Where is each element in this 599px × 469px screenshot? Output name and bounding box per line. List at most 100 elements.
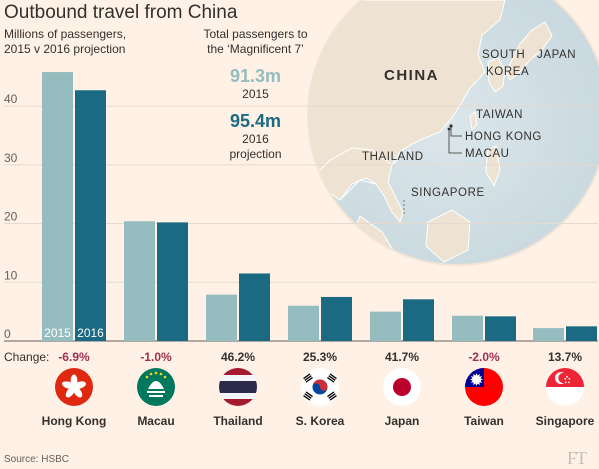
sun-ray: [479, 378, 483, 381]
south-korea-flag: [301, 368, 339, 406]
change-value: -6.9%: [58, 350, 90, 364]
total-passengers-callout: Total passengers to the ‘Magnificent 7’ …: [193, 27, 318, 162]
hong-kong-flag: [55, 368, 93, 406]
trigram-bar: [329, 373, 337, 380]
trigram-bar: [304, 393, 312, 399]
y-tick-label: 30: [4, 151, 18, 165]
category-label: Thailand: [213, 414, 262, 428]
macau-leader: [448, 129, 462, 154]
water-line: [149, 395, 163, 397]
bauhinia-petal: [65, 386, 76, 398]
stripe-white: [546, 387, 584, 406]
trigram-bar: [305, 377, 313, 383]
trigram-bar: [303, 373, 311, 380]
singapore-flag: [546, 368, 584, 406]
sun-ray: [475, 382, 478, 386]
change-value: 46.2%: [221, 350, 255, 364]
bar-2015: [533, 328, 564, 341]
trigram-bar: [327, 377, 335, 383]
trigram: [303, 391, 313, 401]
map-label-macau: MACAU: [465, 148, 510, 160]
sun-ray: [476, 381, 480, 386]
category-label: Hong Kong: [42, 414, 107, 428]
star: [568, 377, 571, 380]
star: [145, 375, 149, 379]
star: [566, 375, 568, 378]
total-2015-value: 91.3m: [229, 66, 282, 86]
map-label-hong-kong: HONG KONG: [465, 131, 542, 143]
change-value: -2.0%: [468, 350, 500, 364]
subtitle-line: Millions of passengers,: [4, 27, 127, 41]
category-label: Taiwan: [464, 414, 504, 428]
trigram: [327, 373, 337, 383]
callout-heading: Total passengers to: [203, 27, 308, 41]
globe-outline: [307, 0, 599, 266]
macau-flag: [137, 368, 175, 406]
stripe-blue: [219, 381, 257, 393]
bar-2015: [452, 315, 483, 341]
change-value: 25.3%: [303, 350, 337, 364]
map-label-china: CHINA: [384, 67, 439, 84]
category-label: Japan: [385, 414, 420, 428]
thailand-flag: [219, 368, 257, 406]
taiwan-flag: [465, 368, 503, 406]
y-tick-label: 20: [4, 210, 18, 224]
legend-2015: 2015: [44, 326, 71, 340]
border-line: [311, 147, 393, 179]
bar-2015: [288, 305, 319, 341]
philippines-land: [485, 145, 501, 188]
bridge-line: [147, 391, 165, 393]
sun-ray: [470, 378, 474, 381]
trigram-bar: [328, 393, 336, 399]
bar-2015: [124, 221, 155, 341]
map-label-thailand: THAILAND: [362, 151, 424, 163]
total-2016-label: 2016: [242, 132, 269, 146]
star: [564, 377, 567, 380]
taegeuk-red: [312, 379, 328, 391]
trigram-bar: [303, 395, 311, 401]
border-line: [391, 149, 411, 166]
crescent-inner: [558, 372, 569, 384]
map: [308, 0, 599, 265]
star: [163, 375, 167, 379]
bauhinia-petal: [62, 381, 75, 389]
total-2016-value: 95.4m: [229, 111, 282, 131]
map-label-south: SOUTH: [482, 49, 525, 61]
hong-kong-leader: [450, 126, 462, 137]
hinomaru: [393, 378, 411, 396]
category-label: Singapore: [536, 414, 595, 428]
white-sun: [473, 376, 480, 383]
sun-ray: [470, 379, 475, 383]
bar-2016: [485, 316, 516, 341]
star: [149, 372, 153, 376]
change-value: -1.0%: [140, 350, 172, 364]
star: [564, 381, 567, 384]
total-2016-label: projection: [229, 147, 282, 161]
bar-2016: [566, 326, 597, 341]
japan-flag: [383, 368, 421, 406]
total-2015-label: 2015: [242, 87, 269, 101]
source-note: Source: HSBC: [4, 454, 70, 465]
stripe-white: [219, 375, 257, 381]
trigram-bar: [327, 391, 335, 398]
map-label-korea: KOREA: [486, 66, 529, 78]
change-label: Change:: [4, 350, 49, 364]
china-land: [308, 0, 506, 224]
category-label: S. Korea: [296, 414, 345, 428]
bauhinia-petal: [72, 386, 83, 398]
legend-2016: 2016: [77, 326, 104, 340]
japan-land: [505, 21, 553, 81]
sun-ray: [478, 376, 483, 380]
star: [154, 371, 158, 375]
map-label-taiwan: TAIWAN: [476, 109, 523, 121]
korea-land: [487, 57, 506, 93]
taiwan-land: [469, 111, 478, 132]
bar-2016: [157, 222, 188, 341]
bar-2016: [403, 299, 434, 341]
chart-subtitle: Millions of passengers, 2015 v 2016 proj…: [4, 27, 194, 57]
star: [159, 372, 163, 376]
bar-2016: [321, 296, 352, 341]
bar-2015: [370, 311, 401, 341]
change-value: 13.7%: [548, 350, 582, 364]
